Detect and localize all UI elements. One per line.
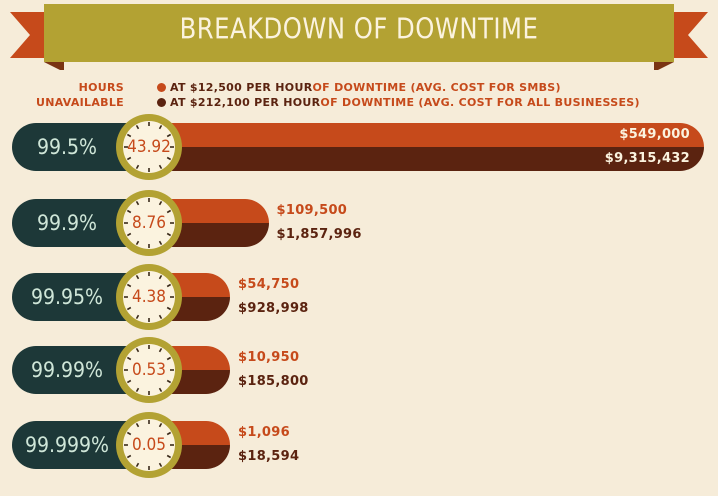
legend-hours-line2: UNAVAILABLE bbox=[35, 96, 124, 109]
chart-row: $1,096 $18,594 99.999% 0.05 bbox=[0, 410, 718, 480]
data-label-all-businesses: $9,315,432 bbox=[604, 151, 690, 166]
clock-icon bbox=[116, 264, 182, 330]
data-label-smb: $10,950 bbox=[238, 350, 300, 365]
title-banner: BREAKDOWN OF DOWNTIME bbox=[0, 0, 718, 70]
hours-unavailable-value: 0.05 bbox=[131, 435, 167, 455]
hours-unavailable-value: 43.92 bbox=[127, 137, 171, 157]
legend-dot-all bbox=[157, 98, 166, 107]
data-label-smb: $54,750 bbox=[238, 277, 300, 292]
legend-hours-line1: HOURS bbox=[78, 81, 124, 94]
hours-unavailable-value: 8.76 bbox=[131, 213, 167, 233]
legend-smb-text: OF DOWNTIME (AVG. COST FOR SMBS) bbox=[312, 81, 561, 94]
legend-item-all: AT $212,100 PER HOUR OF DOWNTIME (AVG. C… bbox=[157, 95, 640, 110]
chart-row: $109,500 $1,857,996 99.9% 8.76 bbox=[0, 188, 718, 258]
legend-item-smb: AT $12,500 PER HOUR OF DOWNTIME (AVG. CO… bbox=[157, 80, 640, 95]
data-label-all-businesses: $928,998 bbox=[238, 301, 309, 316]
clock-icon bbox=[116, 412, 182, 478]
chart-row: $549,000 $9,315,432 99.5% 43.92 bbox=[0, 112, 718, 182]
legend-hours-label: HOURS UNAVAILABLE bbox=[0, 80, 124, 110]
clock-icon bbox=[116, 190, 182, 256]
chart-row: $10,950 $185,800 99.99% 0.53 bbox=[0, 335, 718, 405]
clock-icon bbox=[116, 114, 182, 180]
uptime-percentage: 99.95% bbox=[30, 285, 104, 309]
legend-all-highlight: AT $212,100 PER HOUR bbox=[170, 96, 321, 109]
clock-icon bbox=[116, 337, 182, 403]
uptime-percentage: 99.99% bbox=[30, 358, 104, 382]
uptime-percentage: 99.9% bbox=[36, 211, 97, 235]
data-label-all-businesses: $185,800 bbox=[238, 374, 309, 389]
legend: AT $12,500 PER HOUR OF DOWNTIME (AVG. CO… bbox=[157, 80, 640, 110]
chart-title: BREAKDOWN OF DOWNTIME bbox=[179, 13, 539, 46]
legend-dot-smb bbox=[157, 83, 166, 92]
data-label-all-businesses: $18,594 bbox=[238, 449, 300, 464]
uptime-percentage: 99.999% bbox=[24, 433, 110, 457]
hours-unavailable-value: 4.38 bbox=[131, 287, 167, 307]
legend-all-text: OF DOWNTIME (AVG. COST FOR ALL BUSINESSE… bbox=[320, 96, 640, 109]
bar-all-businesses bbox=[160, 147, 704, 171]
data-label-smb: $549,000 bbox=[619, 127, 690, 142]
data-label-smb: $109,500 bbox=[276, 203, 348, 218]
uptime-percentage: 99.5% bbox=[36, 135, 97, 159]
chart-row: $54,750 $928,998 99.95% 4.38 bbox=[0, 262, 718, 332]
data-label-smb: $1,096 bbox=[238, 425, 290, 440]
hours-unavailable-value: 0.53 bbox=[131, 360, 167, 380]
bar-smb bbox=[160, 123, 704, 147]
banner-ribbon bbox=[10, 4, 708, 70]
data-label-all-businesses: $1,857,996 bbox=[276, 227, 362, 242]
legend-smb-highlight: AT $12,500 PER HOUR bbox=[170, 81, 313, 94]
